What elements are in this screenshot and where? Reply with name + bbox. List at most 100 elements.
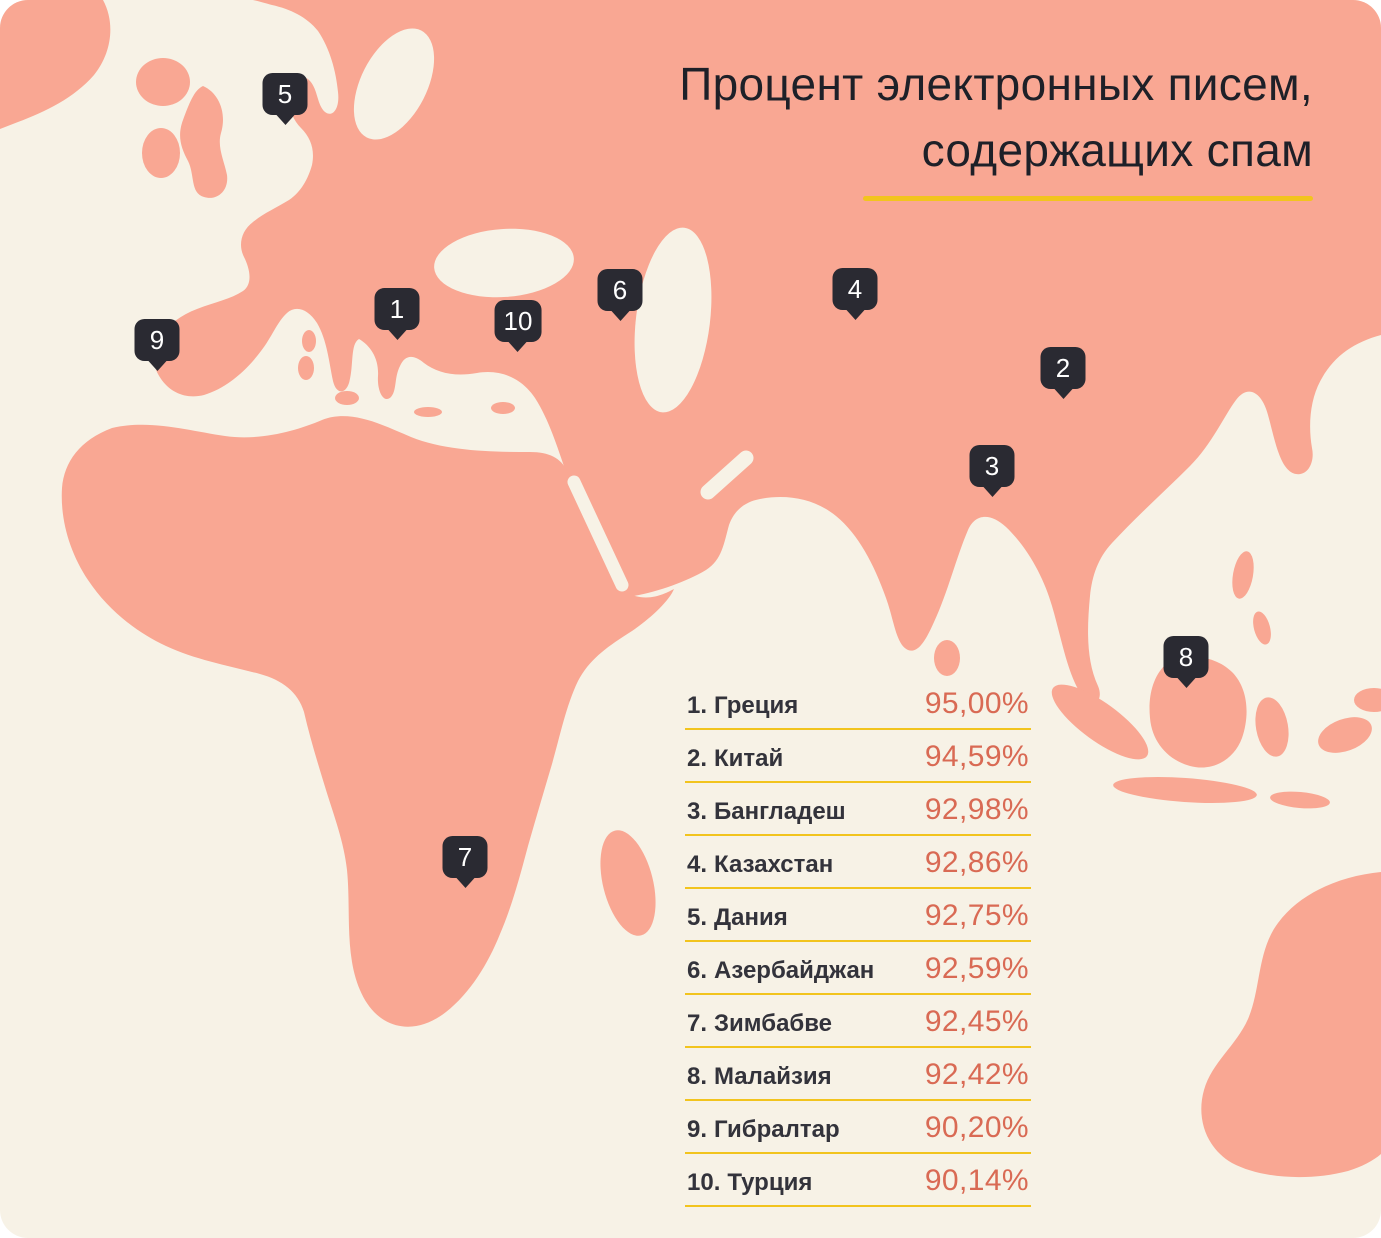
map-africa-landmass [61, 416, 675, 1027]
country-name: Зимбабве [714, 1010, 833, 1037]
rank-row-6: 6. Азербайджан 92,59% [685, 951, 1031, 995]
map-ireland [142, 128, 180, 178]
rank-country: 4. Казахстан [687, 847, 833, 883]
map-marker-turkey: 10 [494, 300, 542, 342]
rank-country: 5. Дания [687, 900, 788, 936]
rank-number: 10. [687, 1169, 721, 1196]
map-marker-gibraltar-label: 9 [149, 324, 165, 355]
map-baltic-sea [353, 28, 435, 140]
map-marker-greece: 1 [374, 288, 420, 330]
map-marker-kazakhstan-label: 4 [847, 273, 863, 304]
map-northwest-landmass [0, 0, 111, 129]
rank-row-1: 1. Греция 95,00% [685, 686, 1031, 730]
rank-row-4: 4. Казахстан 92,86% [685, 845, 1031, 889]
rank-row-3: 3. Бангладеш 92,98% [685, 792, 1031, 836]
map-marker-bangladesh: 3 [969, 445, 1015, 487]
rank-value: 94,59% [924, 740, 1029, 773]
rank-country: 9. Гибралтар [687, 1112, 840, 1148]
rank-value: 92,42% [924, 1058, 1029, 1091]
chart-title-line1: Процент электронных писем, [679, 58, 1313, 110]
rank-number: 9. [687, 1116, 708, 1143]
map-australia [1201, 872, 1381, 1178]
map-marker-gibraltar: 9 [134, 319, 180, 361]
country-name: Азербайджан [714, 957, 875, 984]
rank-value: 90,20% [924, 1111, 1029, 1144]
map-caspian-sea [634, 227, 712, 413]
rank-value: 92,98% [924, 793, 1029, 826]
rank-row-5: 5. Дания 92,75% [685, 898, 1031, 942]
map-madagascar [600, 830, 656, 936]
rank-country: 10. Турция [687, 1165, 812, 1201]
map-persian-gulf [700, 450, 754, 500]
rank-number: 4. [687, 851, 708, 878]
chart-title: Процент электронных писем, содержащих сп… [679, 52, 1313, 201]
rank-row-8: 8. Малайзия 92,42% [685, 1057, 1031, 1101]
country-name: Гибралтар [714, 1116, 840, 1143]
map-marker-china-label: 2 [1055, 352, 1071, 383]
map-iceland [136, 58, 190, 106]
map-lesser-sunda [1270, 791, 1330, 809]
rank-row-2: 2. Китай 94,59% [685, 739, 1031, 783]
map-sulawesi [1255, 697, 1289, 757]
rank-country: 6. Азербайджан [687, 953, 874, 989]
rank-row-10: 10. Турция 90,14% [685, 1163, 1031, 1207]
map-borneo [1149, 656, 1247, 768]
rank-number: 7. [687, 1010, 708, 1037]
map-marker-turkey-label: 10 [503, 305, 533, 336]
rank-number: 1. [687, 692, 708, 719]
country-name: Дания [714, 904, 788, 931]
rank-country: 2. Китай [687, 741, 783, 777]
rank-number: 6. [687, 957, 708, 984]
map-sicily [335, 391, 359, 405]
map-marker-bangladesh-label: 3 [984, 450, 1000, 481]
country-name: Казахстан [714, 851, 834, 878]
chart-title-line2: содержащих спам [921, 123, 1313, 176]
rank-country: 3. Бангладеш [687, 794, 846, 830]
title-underline [863, 195, 1313, 201]
rank-value: 95,00% [924, 687, 1029, 720]
rank-number: 5. [687, 904, 708, 931]
rank-row-9: 9. Гибралтар 90,20% [685, 1110, 1031, 1154]
map-cyprus [491, 402, 515, 414]
map-great-britain [180, 86, 228, 198]
map-marker-china: 2 [1040, 347, 1086, 389]
map-java [1113, 777, 1257, 803]
rank-row-7: 7. Зимбабве 92,45% [685, 1004, 1031, 1048]
map-philippines-south [1253, 611, 1271, 645]
rank-number: 3. [687, 798, 708, 825]
map-marker-malaysia-label: 8 [1178, 641, 1194, 672]
rank-number: 2. [687, 745, 708, 772]
map-marker-zimbabwe: 7 [442, 836, 488, 878]
map-black-sea [434, 228, 574, 298]
map-marker-azerbaijan-label: 6 [612, 274, 628, 305]
map-marker-kazakhstan: 4 [832, 268, 878, 310]
rank-value: 90,14% [924, 1164, 1029, 1197]
map-marker-denmark: 5 [262, 73, 308, 115]
map-marker-zimbabwe-label: 7 [457, 841, 473, 872]
map-corsica [302, 330, 316, 352]
map-marker-denmark-label: 5 [277, 78, 293, 109]
rank-number: 8. [687, 1063, 708, 1090]
rank-country: 7. Зимбабве [687, 1006, 832, 1042]
map-marker-greece-label: 1 [389, 293, 405, 324]
map-moluccas [1318, 717, 1372, 753]
map-crete [414, 407, 442, 417]
map-marker-azerbaijan: 6 [597, 269, 643, 311]
rank-country: 1. Греция [687, 688, 798, 724]
map-sri-lanka [934, 640, 960, 676]
map-eurasia-landmass [153, 0, 1381, 704]
rank-value: 92,59% [924, 952, 1029, 985]
map-sumatra [1051, 684, 1149, 760]
map-new-guinea-edge [1354, 688, 1381, 712]
country-name: Бангладеш [714, 798, 846, 825]
map-sardinia [298, 356, 314, 380]
country-name: Греция [714, 692, 799, 719]
rank-country: 8. Малайзия [687, 1059, 832, 1095]
rank-value: 92,86% [924, 846, 1029, 879]
rank-value: 92,45% [924, 1005, 1029, 1038]
country-name: Китай [714, 745, 784, 772]
map-marker-malaysia: 8 [1163, 636, 1209, 678]
ranking-list: 1. Греция 95,00% 2. Китай 94,59% 3. Банглад… [685, 686, 1031, 1216]
